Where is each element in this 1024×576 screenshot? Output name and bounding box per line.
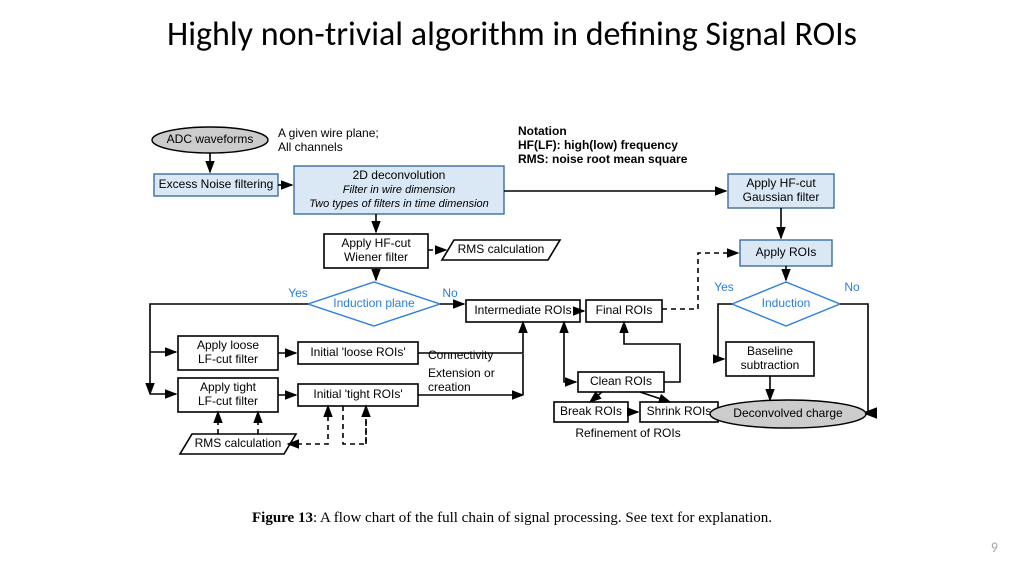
label-break: Break ROIs [560, 404, 622, 418]
label-gauss1: Apply HF-cut [746, 176, 816, 190]
label-gauss2: Gaussian filter [743, 190, 820, 204]
label-baseline2: subtraction [741, 358, 800, 372]
label-rms2: RMS calculation [195, 436, 282, 450]
annot-conn2: Extension or [428, 366, 495, 380]
page-number: 9 [991, 539, 998, 556]
label-loose1: Apply loose [197, 338, 259, 352]
label-inittight: Initial 'tight ROIs' [313, 387, 402, 401]
label-initloose: Initial 'loose ROIs' [310, 345, 405, 359]
label-wiener2: Wiener filter [344, 250, 408, 264]
label-deconv1: 2D deconvolution [353, 168, 446, 182]
label-deconv3: Two types of filters in time dimension [309, 198, 489, 210]
label-refine: Refinement of ROIs [575, 426, 680, 440]
figure-caption: Figure 13: A flow chart of the full chai… [0, 510, 1024, 527]
annot-wire1: A given wire plane; [278, 126, 379, 140]
label-charge: Deconvolved charge [733, 406, 843, 420]
label-yes1: Yes [288, 286, 308, 300]
flowchart: ADC waveforms A given wire plane; All ch… [128, 124, 896, 494]
label-final: Final ROIs [596, 303, 653, 317]
label-shrink: Shrink ROIs [647, 404, 712, 418]
label-ind2: Induction [762, 296, 811, 310]
label-clean: Clean ROIs [590, 374, 652, 388]
label-intermed: Intermediate ROIs [474, 303, 571, 317]
caption-label: Figure 13 [252, 510, 313, 526]
label-applyrois: Apply ROIs [756, 245, 817, 259]
label-excess: Excess Noise filtering [159, 177, 274, 191]
annot-wire2: All channels [278, 140, 343, 154]
annot-not2: HF(LF): high(low) frequency [518, 138, 678, 152]
caption-text: : A flow chart of the full chain of sign… [313, 510, 772, 526]
annot-conn3: creation [428, 380, 471, 394]
label-tight2: LF-cut filter [198, 394, 258, 408]
label-wiener1: Apply HF-cut [341, 236, 411, 250]
label-adc: ADC waveforms [167, 132, 254, 146]
label-yes2: Yes [714, 280, 734, 294]
label-no1: No [442, 286, 458, 300]
label-baseline1: Baseline [747, 344, 793, 358]
page-title: Highly non-trivial algorithm in defining… [0, 14, 1024, 55]
annot-conn1: Connectivity [428, 348, 493, 362]
annot-not3: RMS: noise root mean square [518, 152, 688, 166]
annot-not1: Notation [518, 124, 567, 138]
label-no2: No [844, 280, 860, 294]
label-rms1: RMS calculation [458, 242, 545, 256]
label-deconv2: Filter in wire dimension [343, 184, 455, 196]
label-loose2: LF-cut filter [198, 352, 258, 366]
label-tight1: Apply tight [200, 380, 257, 394]
label-indplane: Induction plane [333, 296, 415, 310]
